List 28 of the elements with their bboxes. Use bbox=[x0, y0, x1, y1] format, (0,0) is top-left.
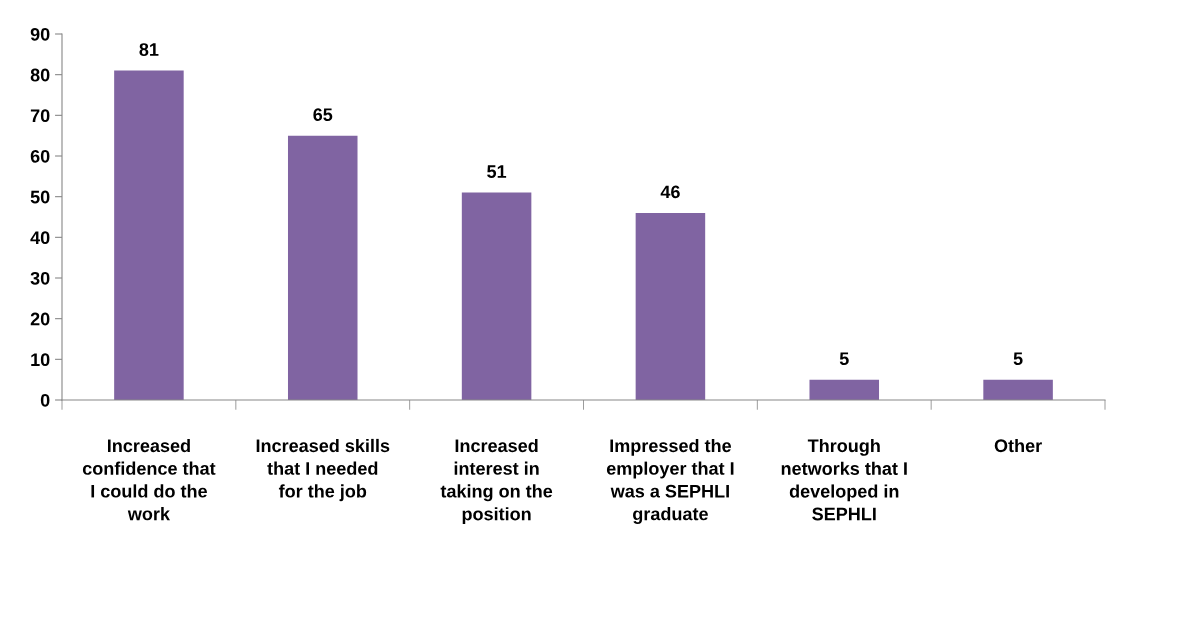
bar bbox=[983, 379, 1053, 400]
data-label: 5 bbox=[839, 352, 849, 365]
x-tick-label: Increased skills that I needed for the job bbox=[256, 438, 390, 502]
x-tick-label: Increased interest in taking on the position bbox=[440, 438, 553, 524]
bar bbox=[809, 379, 880, 400]
data-label: 5 bbox=[1013, 352, 1023, 365]
y-tick-label: 10 bbox=[31, 353, 50, 367]
y-tick-label: 70 bbox=[30, 109, 50, 123]
y-tick-label: 60 bbox=[30, 149, 50, 163]
data-label: 51 bbox=[487, 165, 507, 178]
y-tick-label: 20 bbox=[30, 312, 50, 326]
x-tick-label: Through networks that I developed in SEPHLI bbox=[781, 438, 907, 521]
y-tick-label: 80 bbox=[30, 68, 50, 82]
data-label: 81 bbox=[139, 43, 159, 56]
y-tick-label: 90 bbox=[30, 27, 50, 41]
bar bbox=[461, 192, 532, 400]
y-tick-label: 30 bbox=[30, 271, 50, 285]
data-label: 46 bbox=[660, 185, 680, 199]
data-label: 65 bbox=[313, 108, 333, 121]
y-tick-label: 40 bbox=[30, 231, 50, 245]
bar bbox=[287, 135, 358, 400]
y-tick-label: 50 bbox=[30, 190, 50, 204]
bar bbox=[635, 212, 706, 400]
bar bbox=[114, 70, 184, 400]
y-tick-label: 0 bbox=[40, 393, 50, 407]
x-tick-label: Increased confidence that I could do the work bbox=[82, 438, 216, 521]
x-tick-label: Other bbox=[994, 438, 1042, 453]
x-tick-label: Impressed the employer that I was a SEPHLI graduate bbox=[606, 438, 734, 524]
